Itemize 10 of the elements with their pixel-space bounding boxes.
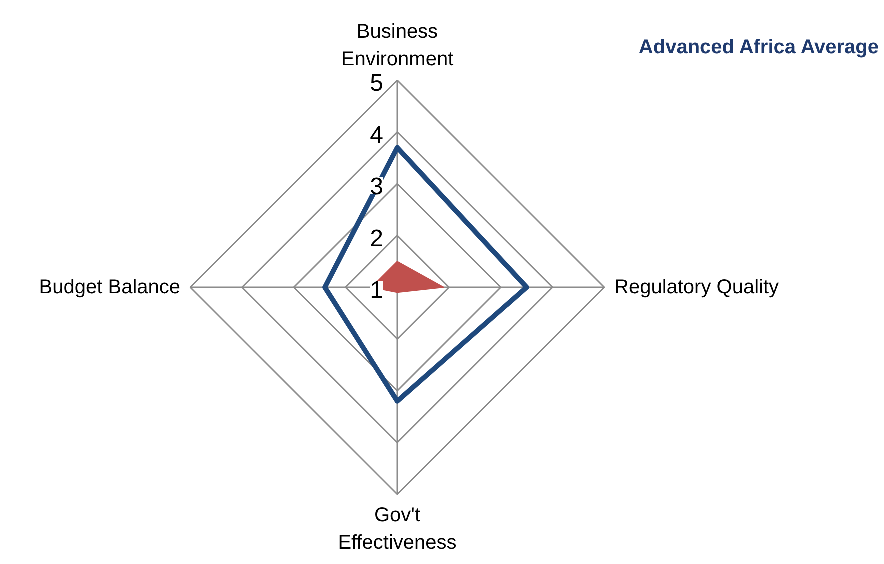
y-tick-label: 2 <box>370 225 384 252</box>
spoke-label: Gov't Effectiveness <box>338 504 457 554</box>
spoke-label: Business Environment <box>341 21 454 70</box>
spoke-label: Regulatory Quality <box>614 276 780 298</box>
y-tick-label: 1 <box>370 277 384 304</box>
text: Advanced Africa Average <box>638 36 880 58</box>
y-tick-label: 4 <box>370 122 384 149</box>
spoke-label: Budget Balance <box>39 276 181 298</box>
y-tick-label: 3 <box>370 174 384 200</box>
y-tick-label: 5 <box>370 70 384 97</box>
